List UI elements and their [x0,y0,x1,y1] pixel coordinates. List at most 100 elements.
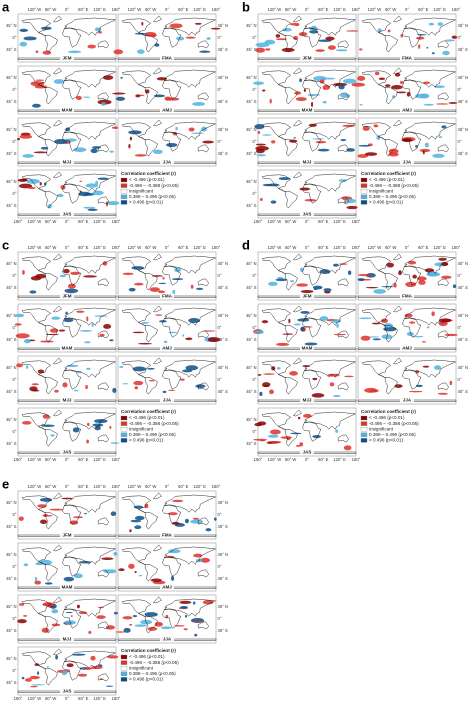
season-label: JFM [63,56,72,61]
season-box [160,159,174,165]
anomaly-patch [423,81,431,84]
lat-label: 0° [12,35,16,40]
lon-label: 0° [305,7,309,12]
anomaly-patch [165,614,169,619]
lat-label: 45° N [218,127,229,132]
coastline [117,586,217,589]
coastline [63,494,117,513]
lat-label: 45° N [6,127,17,132]
lon-label: 180° [212,245,221,250]
coastline [357,109,457,112]
coastline [144,616,158,634]
lon-label: 60° W [385,7,396,12]
coastline [52,253,62,261]
anomaly-patch [269,389,274,395]
anomaly-patch [415,144,418,148]
lon-label: 0° [405,7,409,12]
lon-label: 120° W [27,7,41,12]
anomaly-patch [94,315,108,317]
coastline [152,544,162,552]
coastline [97,92,109,101]
anomaly-patch [132,614,138,618]
coastline [144,512,158,530]
anomaly-patch [39,497,53,502]
anomaly-patch [336,323,339,328]
anomaly-patch [262,89,266,92]
lat-label: 45° S [458,337,468,342]
season-box [160,532,174,538]
anomaly-patch [62,382,68,388]
anomaly-patch [383,326,397,332]
lat-label: 45° N [6,313,17,318]
lat-label: 45° N [6,75,17,80]
lat-label: 0° [218,87,222,92]
anomaly-patch [333,394,341,398]
anomaly-patch [309,30,319,34]
lat-label: 45° S [218,47,228,52]
coastline [392,357,402,365]
coastline [144,35,158,53]
anomaly-patch [338,263,348,265]
panel-letter: b [242,0,250,14]
lon-label: 180° [352,219,361,224]
anomaly-patch [176,36,185,41]
lat-label: 0° [458,35,462,40]
anomaly-patch [75,95,82,100]
anomaly-patch [384,84,391,87]
anomaly-patch [437,22,444,26]
lon-label: 0° [65,245,69,250]
season-label: JAS [303,212,312,217]
anomaly-patch [41,627,50,633]
coastline [292,171,302,179]
legend-swatch [120,660,128,665]
legend-label: -0.496 – -0.388 (p<0.05) [129,183,179,188]
coastline [44,273,58,291]
lon-label: 60° W [285,245,296,250]
anomaly-patch [302,365,311,367]
anomaly-patch [192,620,203,623]
anomaly-patch [105,685,114,687]
coastline [121,599,152,618]
anomaly-patch [134,624,147,627]
lat-label: 45° S [458,285,468,290]
coastline [392,253,402,261]
season-label: MJJ [303,398,312,403]
coastline [63,69,117,88]
anomaly-patch [281,47,295,53]
coastline [302,317,322,338]
anomaly-patch [426,271,439,277]
lat-label: 45° S [6,628,16,633]
anomaly-patch [323,88,326,90]
lat-label: 45° S [218,285,228,290]
lon-label: 60° W [45,219,56,224]
coastline [121,18,152,37]
anomaly-patch [180,605,188,609]
season-label: FMA [162,294,172,299]
anomaly-patch [41,424,55,427]
coastline [163,121,217,140]
lon-label: 180° [112,696,121,701]
anomaly-patch [190,519,204,524]
anomaly-patch [68,50,82,54]
anomaly-patch [435,103,449,105]
anomaly-patch [83,275,97,278]
anomaly-patch [150,578,162,582]
coastline [63,307,117,326]
season-label: MAM [62,108,73,113]
coastline [402,317,422,338]
anomaly-patch [128,287,136,292]
legend-label: insignificant [129,665,154,670]
legend-swatch [120,200,128,205]
anomaly-patch [299,442,304,447]
legend-swatch [120,421,128,426]
anomaly-patch [362,125,370,131]
legend-label: insignificant [369,188,394,193]
coastline [152,253,162,261]
anomaly-patch [158,282,167,285]
coastline [162,369,182,390]
anomaly-patch [357,278,365,282]
anomaly-patch [449,380,453,386]
anomaly-patch [17,138,21,141]
season-label: MAM [62,585,73,590]
anomaly-patch [343,445,352,451]
